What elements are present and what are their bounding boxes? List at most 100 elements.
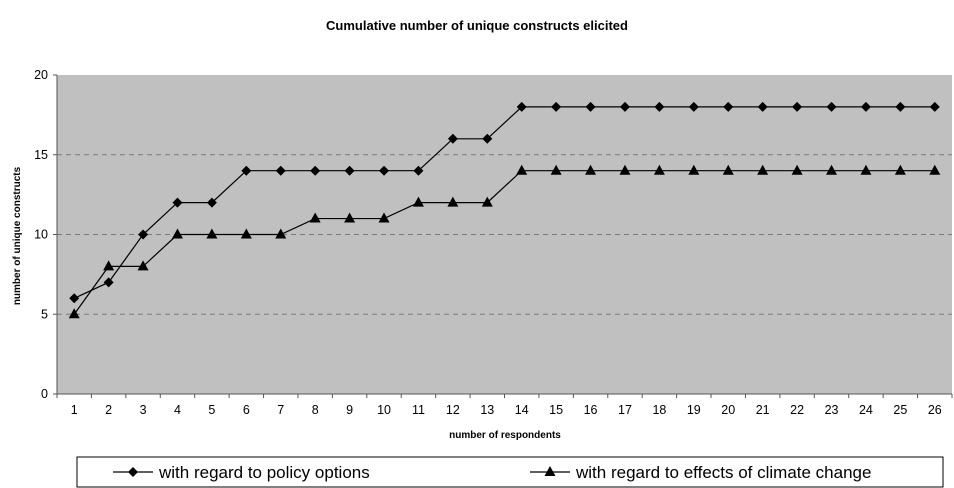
triangle-point — [826, 164, 838, 175]
x-tick-label: 26 — [928, 403, 942, 417]
triangle-point — [275, 228, 287, 239]
legend-item-2: with regard to effects of climate change — [530, 463, 871, 482]
x-tick-label: 2 — [105, 403, 112, 417]
triangle-point — [240, 228, 252, 239]
triangle-point — [412, 196, 424, 207]
x-tick-label: 7 — [277, 403, 284, 417]
x-tick-label: 23 — [825, 403, 839, 417]
x-tick-label: 22 — [790, 403, 804, 417]
x-tick-label: 17 — [618, 403, 632, 417]
y-tick-label: 20 — [34, 68, 48, 82]
triangle-point — [929, 164, 941, 175]
diamond-point — [688, 101, 699, 112]
triangle-point — [722, 164, 734, 175]
legend-item-1: with regard to policy options — [113, 463, 370, 482]
diamond-point — [551, 101, 562, 112]
x-tick-label: 13 — [480, 403, 494, 417]
triangle-point — [585, 164, 597, 175]
triangle-point — [791, 164, 803, 175]
x-tick-label: 6 — [243, 403, 250, 417]
legend-box — [76, 456, 944, 488]
diamond-point — [413, 165, 424, 176]
diamond-point — [206, 197, 217, 208]
diamond-point — [447, 133, 458, 144]
diamond-point — [379, 165, 390, 176]
legend-label: with regard to effects of climate change — [575, 463, 871, 482]
x-tick-label: 24 — [859, 403, 873, 417]
diamond-point — [792, 101, 803, 112]
diamond-point — [516, 101, 527, 112]
x-tick-label: 8 — [312, 403, 319, 417]
triangle-point — [447, 196, 459, 207]
x-tick-label: 20 — [721, 403, 735, 417]
triangle-point — [860, 164, 872, 175]
x-tick-label: 3 — [140, 403, 147, 417]
legend: with regard to policy options with regard… — [76, 456, 944, 488]
y-tick-label: 5 — [41, 307, 48, 321]
diamond-point — [138, 229, 149, 240]
x-tick-label: 16 — [584, 403, 598, 417]
triangle-point — [103, 260, 115, 271]
legend-diamond-icon — [128, 467, 138, 477]
diamond-point — [344, 165, 355, 176]
legend-triangle-icon — [544, 466, 556, 476]
x-tick-label: 5 — [208, 403, 215, 417]
series-line — [73, 170, 935, 315]
diamond-point — [654, 101, 665, 112]
triangle-point — [378, 212, 390, 223]
diamond-point — [757, 101, 768, 112]
x-tick-label: 21 — [756, 403, 770, 417]
x-tick-label: 14 — [515, 403, 529, 417]
y-axis-title: number of unique constructs — [12, 166, 23, 305]
diamond-point — [482, 133, 493, 144]
diamond-point — [860, 101, 871, 112]
triangle-point — [206, 228, 218, 239]
y-tick-label: 15 — [34, 148, 48, 162]
triangle-point — [171, 228, 183, 239]
x-tick-labels: 1 2 3 4 5 6 7 8 9 10 11 12 13 14 15 16 17 18 19 20 21 22 23 24 2… — [71, 403, 942, 417]
y-tick-label: 10 — [34, 228, 48, 242]
x-tick-label: 12 — [446, 403, 460, 417]
diamond-point — [895, 101, 906, 112]
triangle-point — [137, 260, 149, 271]
x-tick-label: 19 — [687, 403, 701, 417]
diamond-point — [310, 165, 321, 176]
series-2 — [68, 164, 941, 319]
y-tick-labels: 0 5 10 15 20 — [34, 68, 48, 401]
triangle-point — [894, 164, 906, 175]
diamond-point — [826, 101, 837, 112]
diamond-point — [619, 101, 630, 112]
axes — [53, 74, 953, 398]
diamond-point — [241, 165, 252, 176]
legend-label: with regard to policy options — [158, 463, 370, 482]
diamond-point — [929, 101, 940, 112]
triangle-point — [68, 308, 80, 319]
triangle-point — [309, 212, 321, 223]
triangle-point — [344, 212, 356, 223]
x-tick-label: 25 — [893, 403, 907, 417]
y-tick-label: 0 — [41, 387, 48, 401]
diamond-point — [723, 101, 734, 112]
triangle-point — [688, 164, 700, 175]
triangle-point — [516, 164, 528, 175]
triangle-point — [757, 164, 769, 175]
triangle-point — [619, 164, 631, 175]
series-layer — [68, 101, 941, 319]
x-tick-label: 1 — [71, 403, 78, 417]
x-tick-label: 15 — [549, 403, 563, 417]
chart-title: Cumulative number of unique constructs e… — [326, 18, 628, 33]
diamond-point — [275, 165, 286, 176]
diamond-point — [69, 293, 80, 304]
diamond-point — [103, 277, 114, 288]
x-axis-title: number of respondents — [449, 430, 561, 441]
series-1 — [69, 101, 940, 304]
series-line — [73, 106, 935, 299]
diamond-point — [172, 197, 183, 208]
x-tick-label: 18 — [652, 403, 666, 417]
diamond-point — [585, 101, 596, 112]
x-tick-label: 9 — [346, 403, 353, 417]
x-tick-label: 11 — [412, 403, 425, 417]
x-tick-label: 4 — [174, 403, 181, 417]
triangle-point — [653, 164, 665, 175]
